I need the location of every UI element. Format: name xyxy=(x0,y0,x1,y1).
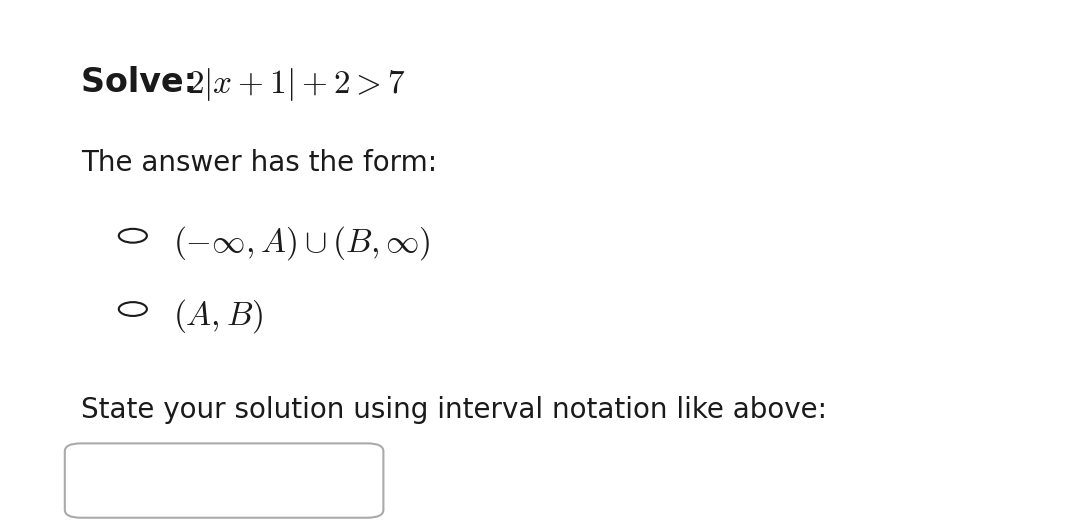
Text: State your solution using interval notation like above:: State your solution using interval notat… xyxy=(81,396,827,424)
Text: Solve:: Solve: xyxy=(81,66,208,99)
Text: $(A, B)$: $(A, B)$ xyxy=(173,297,262,335)
Text: $2|x + 1| + 2 > 7$: $2|x + 1| + 2 > 7$ xyxy=(187,66,405,104)
FancyBboxPatch shape xyxy=(65,443,383,518)
Text: $( - \infty, A) \cup (B, \infty)$: $( - \infty, A) \cup (B, \infty)$ xyxy=(173,224,430,262)
Text: The answer has the form:: The answer has the form: xyxy=(81,149,437,177)
